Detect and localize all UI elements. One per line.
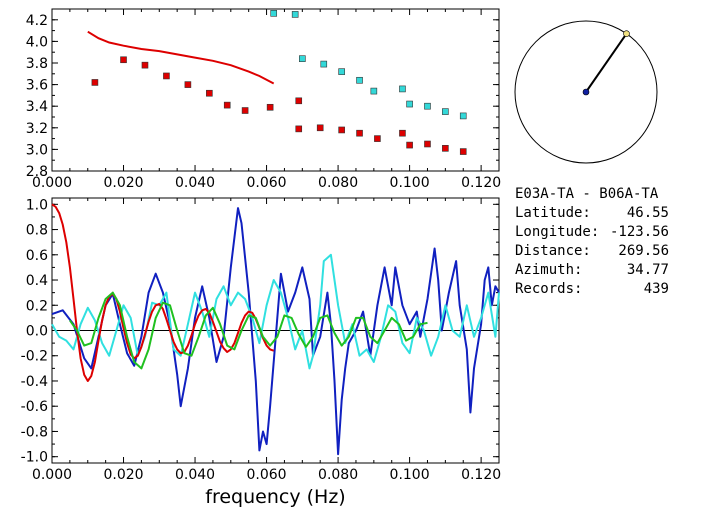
azimuth-dial — [514, 20, 658, 164]
x-axis-label: frequency (Hz) — [205, 486, 345, 508]
x-tick-label: 0.040 — [175, 175, 215, 191]
info-key: Distance: — [515, 243, 591, 259]
y-tick-label: 3.8 — [26, 56, 48, 72]
data-marker-cyan — [338, 68, 345, 75]
data-marker-cyan — [270, 10, 278, 17]
info-value: 269.56 — [618, 243, 669, 259]
y-tick-label: -0.2 — [21, 349, 48, 365]
data-marker-red — [356, 129, 363, 137]
data-marker-red — [459, 148, 467, 155]
data-marker-red — [91, 79, 99, 86]
y-tick-label: -1.0 — [21, 450, 48, 466]
y-tick-label: 2.8 — [26, 164, 48, 180]
y-tick-label: 0.6 — [26, 248, 48, 264]
x-tick-label: 0.120 — [461, 175, 501, 191]
x-tick-label: 0.060 — [247, 175, 287, 191]
y-tick-label: 1.0 — [26, 197, 48, 213]
info-key: Azimuth: — [515, 262, 583, 278]
data-marker-red — [266, 103, 274, 111]
data-marker-red — [184, 81, 192, 88]
data-marker-cyan — [370, 87, 378, 95]
x-tick-label: 0.080 — [318, 467, 358, 483]
data-marker-red — [399, 129, 406, 137]
y-tick-label: 3.2 — [26, 121, 48, 137]
info-key: Longitude: — [515, 224, 600, 240]
data-marker-cyan — [356, 76, 363, 84]
data-marker-red — [374, 135, 381, 142]
y-tick-label: 3.6 — [26, 78, 48, 94]
y-tick-label: 0.8 — [26, 223, 48, 239]
x-tick-label: 0.000 — [32, 467, 72, 483]
y-tick-label: -0.8 — [21, 424, 48, 440]
y-tick-label: 0.2 — [26, 298, 48, 314]
x-tick-label: 0.100 — [390, 175, 430, 191]
data-marker-red — [163, 72, 170, 80]
y-tick-label: -0.4 — [21, 374, 48, 390]
plot-frame — [51, 8, 500, 172]
data-marker-red — [442, 145, 449, 152]
info-value: -123.56 — [609, 224, 669, 240]
y-tick-label: 4.0 — [26, 34, 48, 50]
station-pair: E03A-TA - B06A-TA — [515, 186, 659, 202]
info-row-azimuth: Azimuth: 34.77 — [515, 261, 669, 280]
data-marker-cyan — [442, 108, 449, 115]
info-value: 439 — [643, 281, 669, 297]
data-marker-red — [241, 107, 249, 114]
y-tick-label: 0.0 — [26, 324, 48, 340]
origin-station-dot — [582, 88, 590, 96]
data-marker-red — [223, 101, 231, 109]
info-row-longitude: Longitude: -123.56 — [515, 223, 669, 242]
data-marker-red — [206, 89, 213, 97]
y-tick-label: 3.4 — [26, 99, 48, 115]
info-key: Latitude: — [515, 205, 591, 221]
model-curve-red — [87, 30, 275, 85]
x-tick-label: 0.000 — [32, 175, 72, 191]
y-tick-label: -0.6 — [21, 399, 48, 415]
station-info-panel: E03A-TA - B06A-TA Latitude: 46.55 Longitu… — [515, 185, 669, 299]
data-marker-red — [120, 56, 127, 64]
x-tick-label: 0.040 — [175, 467, 215, 483]
series-line-blue — [51, 207, 500, 456]
data-marker-red — [316, 124, 324, 132]
data-marker-cyan — [299, 55, 306, 62]
x-tick-label: 0.060 — [247, 467, 287, 483]
info-value: 34.77 — [626, 262, 669, 278]
data-marker-red — [295, 97, 303, 105]
x-tick-label: 0.080 — [318, 175, 358, 191]
data-marker-red — [406, 141, 413, 149]
data-marker-red — [424, 140, 431, 148]
data-marker-red — [295, 125, 303, 133]
y-tick-label: 4.2 — [26, 13, 48, 29]
x-tick-label: 0.100 — [390, 467, 430, 483]
info-key: Records: — [515, 281, 583, 297]
info-row-latitude: Latitude: 46.55 — [515, 204, 669, 223]
info-row-records: Records: 439 — [515, 280, 669, 299]
data-marker-cyan — [291, 11, 299, 18]
target-station-dot — [623, 30, 630, 37]
data-marker-cyan — [320, 60, 328, 68]
series-line-red — [51, 203, 275, 382]
data-marker-cyan — [459, 112, 467, 120]
x-tick-label: 0.020 — [103, 467, 143, 483]
y-tick-label: 3.0 — [26, 142, 48, 158]
data-marker-red — [141, 61, 149, 69]
x-tick-label: 0.020 — [103, 175, 143, 191]
dispersion-plot: 0.000 0.020 0.040 0.060 0.080 0.100 0.120 2.8 3.… — [26, 8, 501, 191]
series-line-cyan — [51, 253, 500, 370]
x-tick-label: 0.120 — [461, 467, 501, 483]
info-value: 46.55 — [626, 205, 669, 221]
dial-circle — [514, 20, 658, 164]
y-tick-label: 0.4 — [26, 273, 48, 289]
series-line-green — [69, 291, 428, 370]
data-marker-cyan — [406, 100, 413, 108]
correlation-plot: 0.000 0.020 0.040 0.060 0.080 0.100 0.120 1.0 0.… — [21, 197, 501, 508]
info-row-distance: Distance: 269.56 — [515, 242, 669, 261]
data-marker-cyan — [399, 85, 406, 93]
data-marker-red — [338, 126, 345, 134]
data-marker-cyan — [424, 102, 431, 110]
azimuth-needle — [585, 33, 628, 93]
